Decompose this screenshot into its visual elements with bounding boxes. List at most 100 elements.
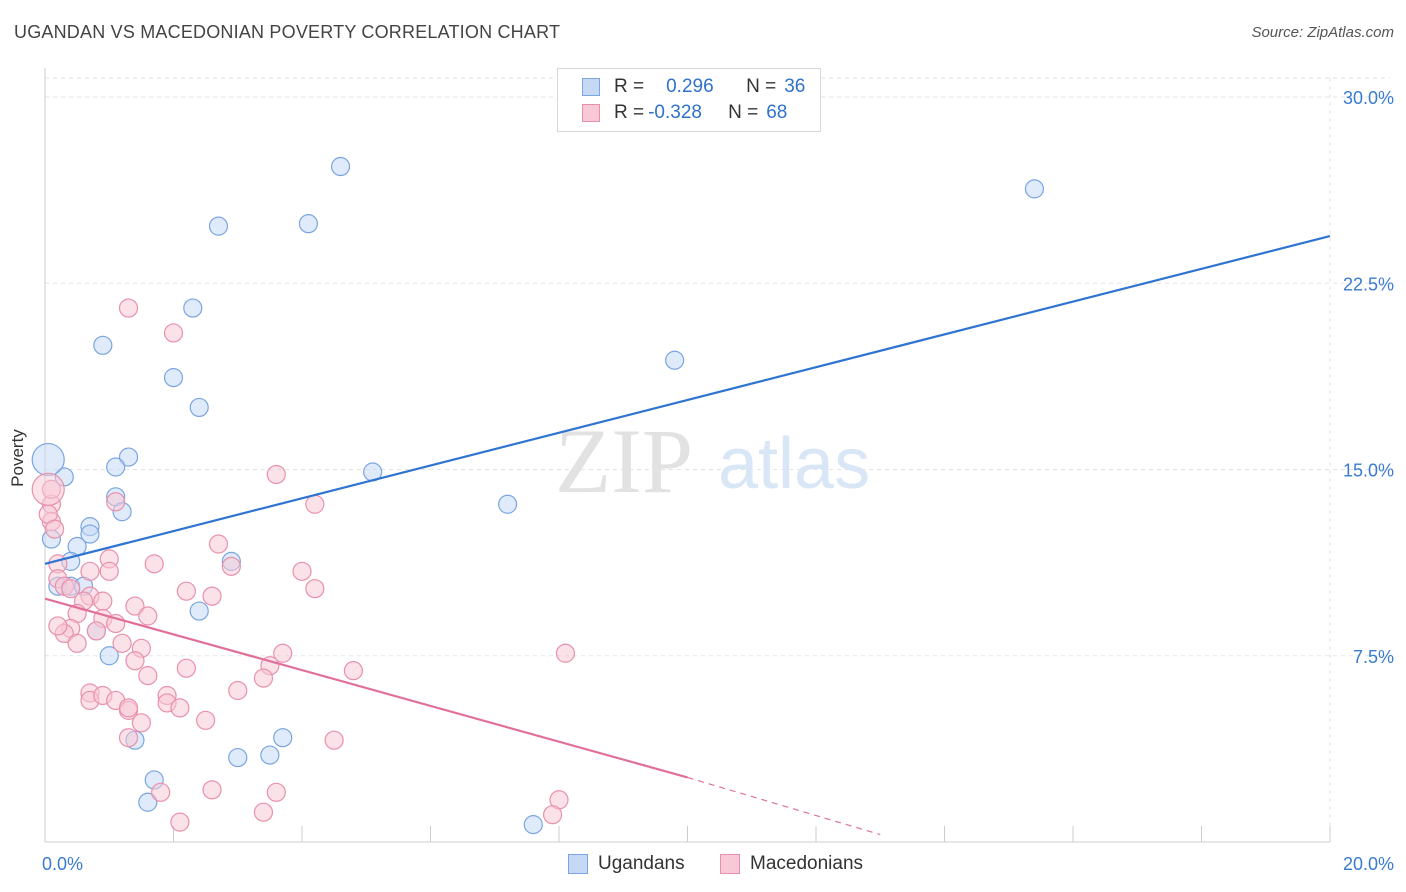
ugandan-point-33	[138, 792, 158, 812]
ugandan-point-34	[523, 815, 543, 835]
macedonian-point-18	[176, 581, 196, 601]
bottom-legend-ugandans: Ugandans	[568, 852, 685, 876]
macedonian-point-42	[253, 668, 274, 688]
macedonian-point-57	[151, 782, 171, 802]
macedonians-swatch	[582, 104, 600, 122]
correlation-legend: R = 0.296 N = 36 R = -0.328 N = 68	[557, 68, 821, 132]
macedonian-point-4	[106, 492, 126, 512]
r-label: R =	[614, 102, 645, 123]
x-tick-label-0: 0.0%	[42, 854, 83, 874]
ugandan-point-27	[99, 646, 119, 666]
macedonian-point-41	[138, 666, 158, 686]
macedonians-points	[31, 298, 576, 832]
ugandans-trend-line	[44, 235, 1331, 565]
y-tick-label-3: 30.0%	[1343, 88, 1394, 108]
macedonian-point-3	[305, 494, 325, 514]
ugandan-point-5	[93, 335, 113, 355]
macedonian-point-31	[86, 621, 107, 641]
legend-row-macedonians: R = -0.328 N = 68	[582, 101, 787, 125]
ugandan-point-17	[80, 524, 100, 544]
watermark-zip: ZIP	[555, 410, 693, 512]
ugandan-point-4	[183, 298, 203, 318]
macedonian-point-37	[125, 651, 145, 671]
y-tick-label-1: 15.0%	[1343, 461, 1394, 481]
macedonian-point-50	[170, 698, 190, 718]
n-label: N =	[728, 102, 759, 123]
tick-labels: 7.5% 15.0% 22.5% 30.0% 0.0% 20.0%	[42, 88, 1394, 874]
macedonian-point-54	[131, 713, 151, 733]
macedonian-point-large	[31, 472, 65, 506]
macedonian-point-59	[266, 782, 286, 802]
n-value-ugandans: 36	[784, 76, 806, 97]
ugandan-point-1	[1024, 179, 1045, 199]
macedonian-point-26	[138, 606, 158, 626]
macedonian-point-35	[273, 643, 293, 663]
ugandan-point-29	[228, 747, 248, 768]
n-value-macedonians: 68	[766, 102, 788, 123]
ugandan-point-10	[106, 457, 126, 477]
macedonian-point-67	[45, 519, 65, 539]
macedonian-point-53	[196, 710, 216, 730]
macedonian-point-52	[118, 698, 139, 718]
macedonian-point-40	[343, 661, 363, 681]
n-label: N =	[746, 76, 777, 97]
ugandan-point-6	[163, 368, 184, 388]
macedonian-point-36	[555, 643, 576, 663]
macedonian-point-33	[67, 633, 87, 653]
macedonian-point-1	[163, 323, 184, 343]
macedonian-point-14	[80, 561, 100, 581]
macedonian-point-20	[202, 586, 222, 606]
r-label: R =	[614, 76, 645, 97]
ugandan-point-9	[118, 447, 139, 467]
legend-row-ugandans: R = 0.296 N = 36	[582, 75, 805, 99]
macedonian-point-66	[48, 616, 68, 636]
r-value-macedonians: -0.328	[648, 102, 702, 123]
macedonian-point-63	[170, 812, 190, 832]
watermark: ZIP atlas	[555, 410, 870, 512]
ugandan-point-25	[189, 601, 209, 621]
macedonian-point-7	[208, 534, 229, 554]
ugandan-point-3	[298, 214, 319, 234]
y-tick-label-0: 7.5%	[1353, 647, 1394, 667]
macedonian-point-32	[112, 633, 132, 653]
ugandan-point-0	[330, 156, 351, 177]
chart-title: UGANDAN VS MACEDONIAN POVERTY CORRELATIO…	[14, 22, 561, 42]
macedonian-point-13	[292, 561, 312, 581]
macedonian-point-62	[253, 802, 274, 822]
macedonian-point-61	[542, 805, 563, 825]
macedonians-legend-label: Macedonians	[750, 853, 864, 874]
macedonian-point-10	[144, 554, 164, 574]
ugandans-legend-label: Ugandans	[598, 853, 685, 874]
macedonians-trend-extension	[687, 776, 881, 836]
source-label: Source: ZipAtlas.com	[1251, 24, 1394, 41]
ugandan-point-15	[498, 494, 518, 514]
macedonian-point-12	[99, 561, 119, 581]
macedonians-trend-line	[44, 597, 688, 779]
ugandans-swatch	[582, 78, 600, 96]
macedonian-point-43	[228, 680, 248, 701]
x-tick-label-1: 20.0%	[1343, 854, 1394, 874]
r-value-ugandans: 0.296	[666, 76, 714, 97]
ugandan-point-30	[260, 745, 280, 765]
macedonian-point-24	[125, 596, 145, 616]
macedonian-point-56	[324, 730, 344, 750]
ugandan-point-7	[665, 350, 685, 370]
macedonians-legend-swatch	[720, 854, 740, 874]
ugandan-point-35	[31, 442, 65, 477]
ugandan-point-2	[208, 216, 229, 236]
ugandan-point-8	[189, 397, 209, 418]
ugandans-legend-swatch	[568, 854, 588, 874]
macedonian-point-0	[118, 298, 139, 318]
macedonian-point-58	[202, 780, 222, 800]
macedonian-point-23	[93, 591, 113, 611]
watermark-atlas: atlas	[718, 424, 870, 504]
ugandan-point-31	[273, 728, 293, 748]
y-tick-label-2: 22.5%	[1343, 274, 1394, 294]
macedonian-point-19	[305, 579, 325, 599]
trend-lines	[44, 235, 1331, 836]
macedonian-point-39	[176, 658, 196, 678]
macedonian-point-11	[221, 556, 241, 576]
ugandans-points	[31, 156, 1045, 835]
macedonian-point-55	[118, 728, 139, 748]
